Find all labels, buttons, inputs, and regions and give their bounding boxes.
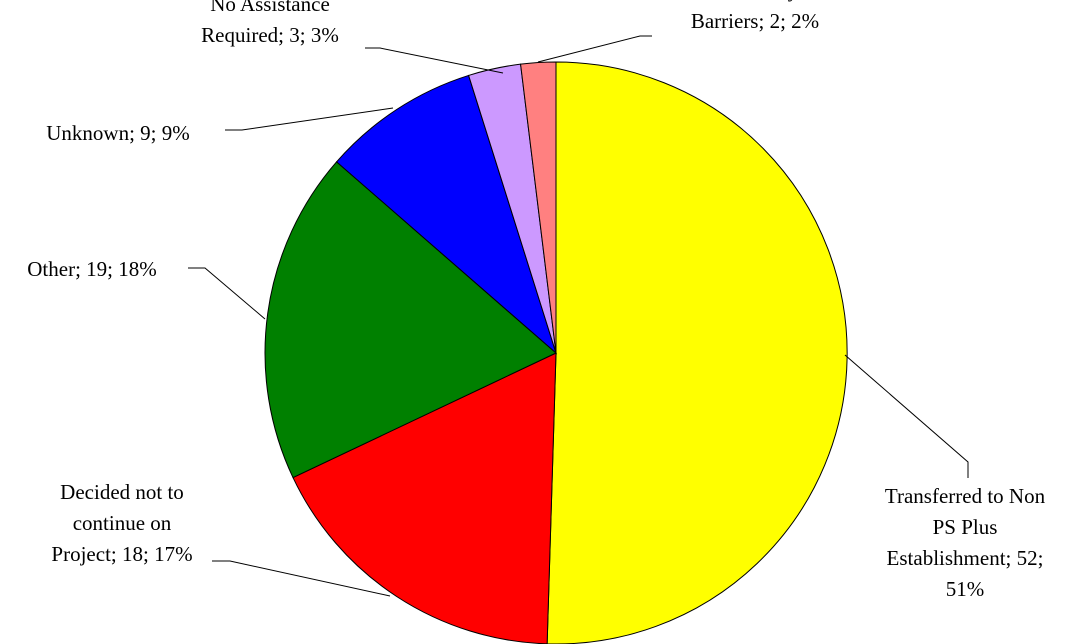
data-label-line: Transferred to Non bbox=[885, 484, 1046, 508]
data-label-line: continue on bbox=[73, 511, 172, 535]
pie-slices bbox=[264, 61, 848, 644]
leader-line-unknown bbox=[225, 107, 394, 131]
data-label-unknown: Unknown; 9; 9% bbox=[46, 121, 190, 145]
pie-slice-other bbox=[264, 161, 557, 479]
data-label-no-assistance-required: No Assistance Required; 3; 3% bbox=[201, 0, 339, 47]
data-label-line: No Assistance bbox=[210, 0, 330, 16]
data-label-line: PS Plus bbox=[933, 515, 998, 539]
data-label-transferred-to-non-ps-plus-establishment: Transferred to Non PS Plus Establishment; … bbox=[885, 484, 1046, 601]
pie-slice-too-many-barriers bbox=[520, 61, 557, 354]
leader-line-transferred-to-non-ps-plus-establishment bbox=[844, 354, 969, 478]
data-label-line: Project; 18; 17% bbox=[51, 542, 192, 566]
data-label-decided-not-to-continue-on-project: Decided not to continue on Project; 18; 17… bbox=[51, 480, 192, 566]
data-label-other: Other; 19; 18% bbox=[27, 257, 156, 281]
data-label-line: Decided not to bbox=[60, 480, 184, 504]
pie-slice-decided-not-to-continue-on-project bbox=[292, 352, 557, 644]
data-labels: Transferred to Non PS Plus Establishment; … bbox=[27, 0, 1045, 601]
data-label-too-many-barriers: Too Many Barriers; 2; 2% bbox=[691, 0, 819, 33]
leader-lines bbox=[188, 35, 969, 597]
data-label-line: 51% bbox=[946, 577, 985, 601]
leader-line-decided-not-to-continue-on-project bbox=[212, 560, 391, 597]
data-label-line: Barriers; 2; 2% bbox=[691, 9, 819, 33]
leader-line-no-assistance-required bbox=[365, 47, 504, 74]
data-label-line: Establishment; 52; bbox=[887, 546, 1044, 570]
data-label-line: Required; 3; 3% bbox=[201, 23, 339, 47]
leader-line-too-many-barriers bbox=[537, 35, 652, 63]
data-label-line: Too Many bbox=[712, 0, 799, 2]
pie-slice-unknown bbox=[335, 74, 558, 355]
pie-slice-transferred-to-non-ps-plus-establishment bbox=[546, 61, 848, 644]
data-label-line: Unknown; 9; 9% bbox=[46, 121, 190, 145]
data-label-line: Other; 19; 18% bbox=[27, 257, 156, 281]
leader-line-other bbox=[188, 267, 266, 320]
